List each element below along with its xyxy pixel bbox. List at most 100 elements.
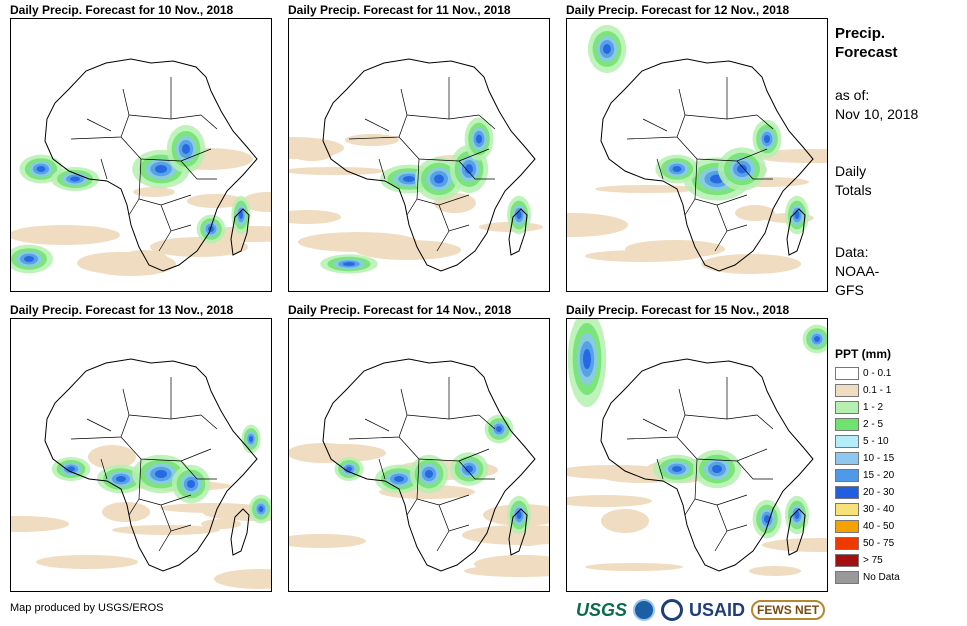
country-border bbox=[378, 458, 386, 480]
legend-swatch bbox=[835, 503, 859, 516]
precip-patch bbox=[625, 240, 725, 258]
country-border bbox=[626, 388, 686, 440]
precip-patch bbox=[187, 480, 195, 488]
country-border bbox=[364, 118, 390, 132]
precip-patch bbox=[239, 211, 243, 219]
madagascar-outline bbox=[230, 508, 250, 556]
country-border bbox=[756, 414, 774, 430]
precip-patch bbox=[289, 443, 359, 463]
country-border bbox=[364, 418, 390, 432]
forecast-panel-nov14: Daily Precip. Forecast for 14 Nov., 2018 bbox=[288, 302, 550, 592]
legend-item: > 75 bbox=[835, 552, 960, 569]
country-border bbox=[158, 530, 172, 552]
country-border bbox=[348, 388, 408, 440]
country-border bbox=[458, 460, 495, 480]
country-border bbox=[684, 198, 696, 216]
forecast-panel-nov11: Daily Precip. Forecast for 11 Nov., 2018 bbox=[288, 2, 550, 292]
precip-patch bbox=[567, 465, 671, 479]
legend: PPT (mm) 0 - 0.1 0.1 - 1 1 - 2 2 - 5 5 - 10 1… bbox=[835, 347, 960, 586]
title-line: Precip. bbox=[835, 25, 886, 42]
legend-swatch bbox=[835, 401, 859, 414]
precip-patch bbox=[567, 495, 652, 507]
legend-label: 20 - 30 bbox=[863, 487, 895, 498]
madagascar-outline bbox=[508, 508, 528, 556]
africa-map bbox=[10, 318, 272, 592]
legend-item: 2 - 5 bbox=[835, 416, 960, 433]
legend-swatch bbox=[835, 469, 859, 482]
precip-patch bbox=[403, 176, 415, 182]
precip-patch bbox=[88, 445, 136, 469]
precip-patch bbox=[701, 254, 801, 274]
africa-map bbox=[566, 318, 828, 592]
legend-label: 1 - 2 bbox=[863, 402, 884, 413]
country-border bbox=[684, 414, 758, 420]
precip-patch bbox=[737, 164, 747, 174]
precip-patch bbox=[355, 240, 461, 260]
country-border bbox=[676, 136, 768, 162]
precip-patch bbox=[67, 466, 75, 472]
country-border bbox=[656, 158, 664, 180]
precip-patch bbox=[86, 252, 176, 276]
precip-patch bbox=[595, 185, 699, 193]
country-border bbox=[398, 436, 490, 462]
precip-patch bbox=[289, 167, 385, 175]
precip-patch bbox=[116, 476, 126, 482]
precip-patch bbox=[794, 211, 800, 219]
legend-item: 0 - 0.1 bbox=[835, 365, 960, 382]
country-border bbox=[128, 114, 202, 120]
precip-patch bbox=[764, 135, 770, 143]
precip-patch bbox=[102, 502, 150, 522]
forecast-panel-nov13: Daily Precip. Forecast for 13 Nov., 2018 bbox=[10, 302, 272, 592]
precip-patch bbox=[567, 213, 628, 237]
africa-map bbox=[288, 18, 550, 292]
precip-patch bbox=[11, 225, 120, 245]
precip-patch bbox=[182, 144, 190, 154]
country-border bbox=[158, 230, 172, 252]
precip-patch bbox=[465, 164, 473, 174]
precip-patch bbox=[160, 503, 264, 513]
africa-outline bbox=[600, 58, 814, 272]
legend-label: No Data bbox=[863, 572, 900, 583]
legend-swatch bbox=[835, 452, 859, 465]
title-line: Forecast bbox=[835, 44, 898, 61]
madagascar-outline bbox=[230, 208, 250, 256]
precip-patch bbox=[474, 555, 549, 573]
map-canvas bbox=[11, 358, 271, 589]
country-border bbox=[478, 114, 496, 130]
country-border bbox=[684, 114, 758, 120]
country-border bbox=[70, 388, 130, 440]
panel-title: Daily Precip. Forecast for 11 Nov., 2018 bbox=[288, 3, 511, 17]
country-border bbox=[416, 158, 470, 206]
legend-item: 15 - 20 bbox=[835, 467, 960, 484]
country-border bbox=[406, 498, 418, 516]
precip-patch bbox=[36, 555, 138, 569]
precip-patch bbox=[258, 506, 264, 512]
precip-patch bbox=[289, 210, 341, 224]
country-border bbox=[70, 88, 130, 140]
panel-title: Daily Precip. Forecast for 13 Nov., 2018 bbox=[10, 303, 234, 317]
usaid-seal-icon bbox=[661, 599, 684, 621]
precip-patch bbox=[345, 134, 399, 146]
precip-patch bbox=[289, 137, 344, 159]
totals-block: Daily Totals bbox=[835, 162, 872, 200]
country-border bbox=[684, 498, 696, 516]
country-border bbox=[642, 418, 668, 432]
country-border bbox=[736, 460, 773, 480]
country-border bbox=[200, 114, 218, 130]
map-canvas bbox=[567, 25, 827, 274]
precip-patch bbox=[814, 336, 820, 342]
precip-patch bbox=[36, 166, 46, 172]
asof-label: as of: bbox=[835, 87, 870, 103]
data-source-block: Data: NOAA- GFS bbox=[835, 243, 879, 300]
country-border bbox=[200, 414, 218, 430]
legend-swatch bbox=[835, 537, 859, 550]
precip-patch bbox=[249, 436, 253, 442]
data-source: GFS bbox=[835, 282, 864, 298]
precip-patch bbox=[425, 470, 433, 478]
legend-item: 0.1 - 1 bbox=[835, 382, 960, 399]
precip-patch bbox=[343, 262, 355, 266]
legend-item: 50 - 75 bbox=[835, 535, 960, 552]
panel-title: Daily Precip. Forecast for 10 Nov., 2018 bbox=[10, 3, 234, 17]
precip-patch bbox=[476, 134, 482, 144]
country-border bbox=[128, 198, 140, 216]
